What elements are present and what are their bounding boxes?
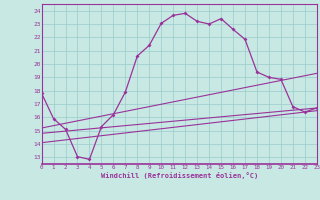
X-axis label: Windchill (Refroidissement éolien,°C): Windchill (Refroidissement éolien,°C) xyxy=(100,172,258,179)
